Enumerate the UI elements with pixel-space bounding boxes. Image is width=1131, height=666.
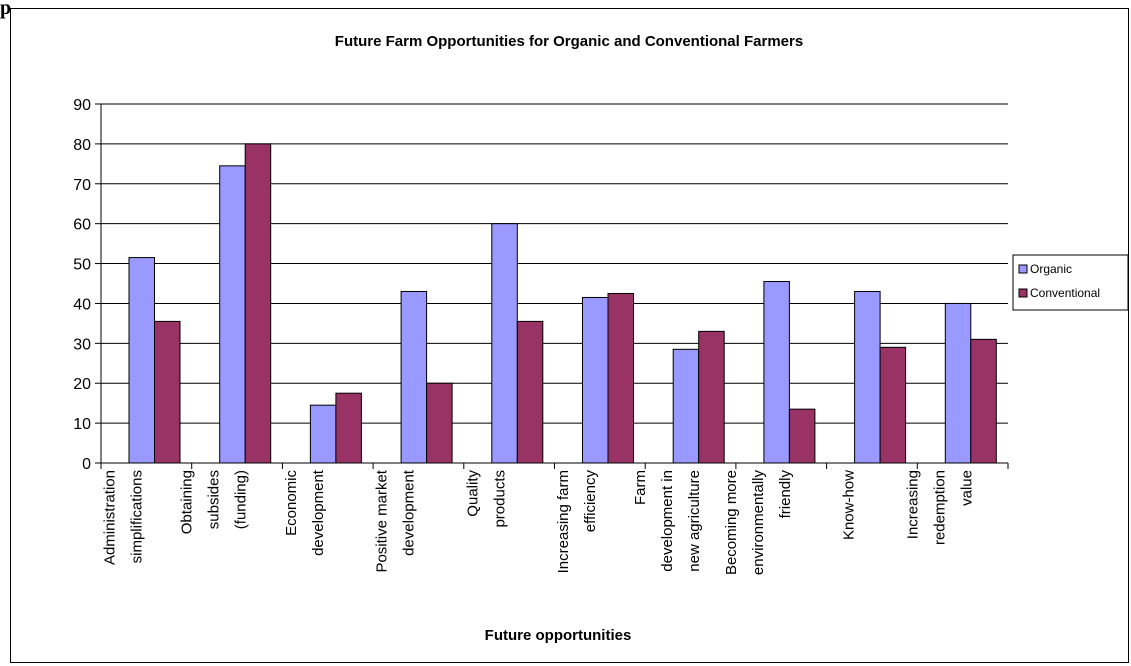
bar-organic-6 [582,296,609,464]
x-category-label: value [958,470,975,506]
x-category-label: subsides [206,470,223,529]
bar-conventional-2 [244,143,272,464]
bar-conventional-10 [970,338,997,464]
x-category-label: development [310,469,327,556]
bar-conventional-9 [879,346,907,464]
y-tick-label: 90 [73,97,91,114]
bar-organic-5 [491,223,518,464]
bar-organic-8 [763,281,790,464]
y-tick-label: 20 [73,376,91,393]
bar-organic-4 [400,290,428,464]
page-corner-mark: p [0,0,12,19]
bar-organic-7 [672,348,700,464]
legend-swatch-organic [1018,264,1028,274]
x-category-label: development in [659,470,676,572]
x-category-label: new agriculture [686,470,703,572]
x-category-label: Administration [102,470,119,565]
x-category-label: efficiency [582,470,599,533]
bar-conventional-5 [516,320,544,464]
x-category-label: development [401,469,418,556]
x-category-label: Increasing [904,470,921,539]
x-category-label: Economic [283,470,300,536]
legend-label-organic: Organic [1030,262,1072,276]
x-category-label: Obtaining [179,470,196,534]
legend: Organic Conventional [1012,254,1129,311]
x-category-label: Know-how [841,470,858,540]
bar-organic-2 [219,165,246,464]
y-tick-label: 50 [73,257,91,274]
y-tick-label: 40 [73,296,91,313]
x-category-labels: Administration simplifications Obtaining su… [102,469,976,575]
bar-organic-3 [309,404,337,464]
bar-conventional-3 [335,392,362,464]
bar-conventional-6 [607,292,634,464]
x-category-label: Positive market [374,469,391,572]
axes [100,104,1009,469]
chart-title: Future Farm Opportunities for Organic an… [335,33,803,50]
y-tick-label: 30 [73,336,91,353]
x-category-label: friendly [777,470,794,519]
x-category-label: redemption [931,470,948,545]
x-category-label: products [491,470,508,528]
x-category-label: Farm [632,470,649,505]
bars [128,143,997,464]
legend-box [1012,254,1129,311]
x-category-label: Increasing farm [555,470,572,573]
y-tick-label: 0 [82,456,91,473]
x-axis-title: Future opportunities [485,627,632,644]
chart-frame [10,8,1129,663]
x-category-label: Becoming more [723,470,740,575]
bar-organic-10 [944,302,972,464]
bar-organic-1 [128,257,155,464]
y-tick-label: 80 [73,137,91,154]
bar-organic-9 [854,290,881,464]
bar-conventional-1 [154,320,181,464]
x-category-label: Quality [464,470,481,517]
legend-label-conventional: Conventional [1030,286,1100,300]
y-tick-labels: 0 10 20 30 40 50 60 70 80 90 [73,97,91,473]
y-tick-label: 60 [73,217,91,234]
bar-conventional-4 [426,382,453,464]
x-category-label: simplifications [129,470,146,563]
x-category-label: (funding) [233,470,250,529]
x-category-label: environmentally [750,470,767,576]
bar-conventional-7 [698,330,725,464]
legend-swatch-conventional [1018,288,1028,298]
bar-conventional-8 [788,408,816,464]
y-tick-label: 10 [73,416,91,433]
y-tick-label: 70 [73,177,91,194]
